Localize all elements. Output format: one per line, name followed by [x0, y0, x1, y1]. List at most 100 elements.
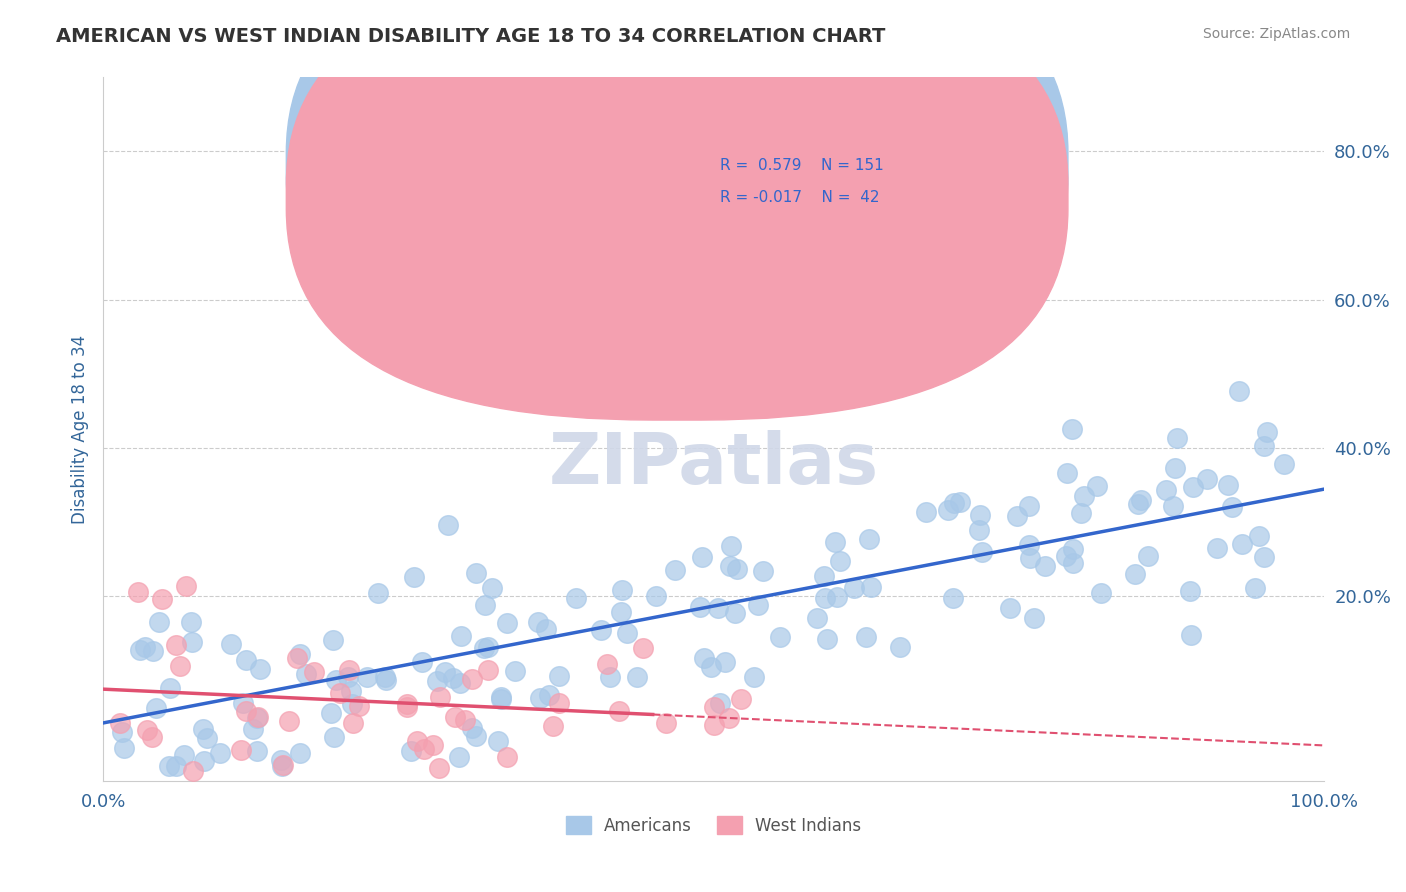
Point — [1062, 557, 1084, 571]
Point — [720, 539, 742, 553]
Point — [367, 586, 389, 600]
Point — [626, 670, 648, 684]
Point — [127, 585, 149, 599]
Point — [527, 615, 550, 629]
Point — [747, 598, 769, 612]
Point — [219, 637, 242, 651]
Point — [1274, 457, 1296, 471]
Point — [443, 710, 465, 724]
Point — [191, 722, 214, 736]
Point — [336, 670, 359, 684]
Point — [830, 554, 852, 568]
Point — [141, 730, 163, 744]
Point — [277, 714, 299, 728]
Point — [461, 722, 484, 736]
Point — [152, 591, 174, 606]
Point — [718, 559, 741, 574]
Point — [111, 725, 134, 739]
Point — [134, 640, 156, 654]
Point — [599, 670, 621, 684]
Y-axis label: Disability Age 18 to 34: Disability Age 18 to 34 — [72, 334, 89, 524]
Point — [1090, 586, 1112, 600]
Point — [145, 700, 167, 714]
Point — [270, 753, 292, 767]
Point — [1230, 537, 1253, 551]
Point — [288, 746, 311, 760]
Point — [195, 731, 218, 745]
Point — [232, 696, 254, 710]
Point — [1181, 480, 1204, 494]
Point — [285, 650, 308, 665]
FancyBboxPatch shape — [287, 0, 1069, 388]
Point — [399, 744, 422, 758]
Point — [967, 523, 990, 537]
Point — [690, 550, 713, 565]
Point — [813, 569, 835, 583]
FancyBboxPatch shape — [287, 0, 1069, 420]
Point — [464, 566, 486, 580]
Point — [396, 698, 419, 712]
Point — [246, 711, 269, 725]
Point — [1018, 500, 1040, 514]
Point — [610, 605, 633, 619]
Point — [242, 722, 264, 736]
Point — [402, 570, 425, 584]
Point — [136, 723, 159, 737]
Point — [1220, 500, 1243, 515]
Point — [664, 563, 686, 577]
Point — [1060, 422, 1083, 436]
Point — [157, 759, 180, 773]
Point — [288, 647, 311, 661]
Point — [1197, 473, 1219, 487]
Point — [447, 750, 470, 764]
Point — [489, 690, 512, 704]
Point — [817, 632, 839, 646]
Point — [855, 630, 877, 644]
Point — [319, 706, 342, 721]
Point — [112, 741, 135, 756]
Point — [538, 689, 561, 703]
Point — [644, 590, 666, 604]
Point — [1073, 489, 1095, 503]
Point — [323, 730, 346, 744]
Point — [703, 700, 725, 714]
Point — [128, 642, 150, 657]
FancyBboxPatch shape — [623, 134, 965, 225]
Text: Source: ZipAtlas.com: Source: ZipAtlas.com — [1202, 27, 1350, 41]
Point — [1056, 466, 1078, 480]
Point — [481, 581, 503, 595]
Point — [173, 747, 195, 762]
Point — [1180, 584, 1202, 599]
Point — [1022, 611, 1045, 625]
Point — [422, 739, 444, 753]
Point — [486, 734, 509, 748]
Point — [337, 663, 360, 677]
Point — [165, 759, 187, 773]
Point — [148, 615, 170, 629]
Point — [472, 640, 495, 655]
Point — [454, 713, 477, 727]
Point — [503, 664, 526, 678]
Point — [295, 666, 318, 681]
Point — [429, 690, 451, 705]
Point — [441, 671, 464, 685]
Point — [655, 715, 678, 730]
Point — [142, 644, 165, 658]
Point — [1166, 431, 1188, 445]
Point — [813, 591, 835, 606]
Point — [496, 615, 519, 630]
Point — [703, 718, 725, 732]
Point — [412, 742, 434, 756]
Point — [1253, 549, 1275, 564]
Point — [752, 564, 775, 578]
Point — [713, 655, 735, 669]
Point — [730, 692, 752, 706]
Point — [465, 729, 488, 743]
Point — [1130, 493, 1153, 508]
Point — [1249, 528, 1271, 542]
Point — [375, 673, 398, 687]
Point — [858, 532, 880, 546]
Point — [1005, 509, 1028, 524]
Point — [723, 606, 745, 620]
Point — [1136, 549, 1159, 564]
